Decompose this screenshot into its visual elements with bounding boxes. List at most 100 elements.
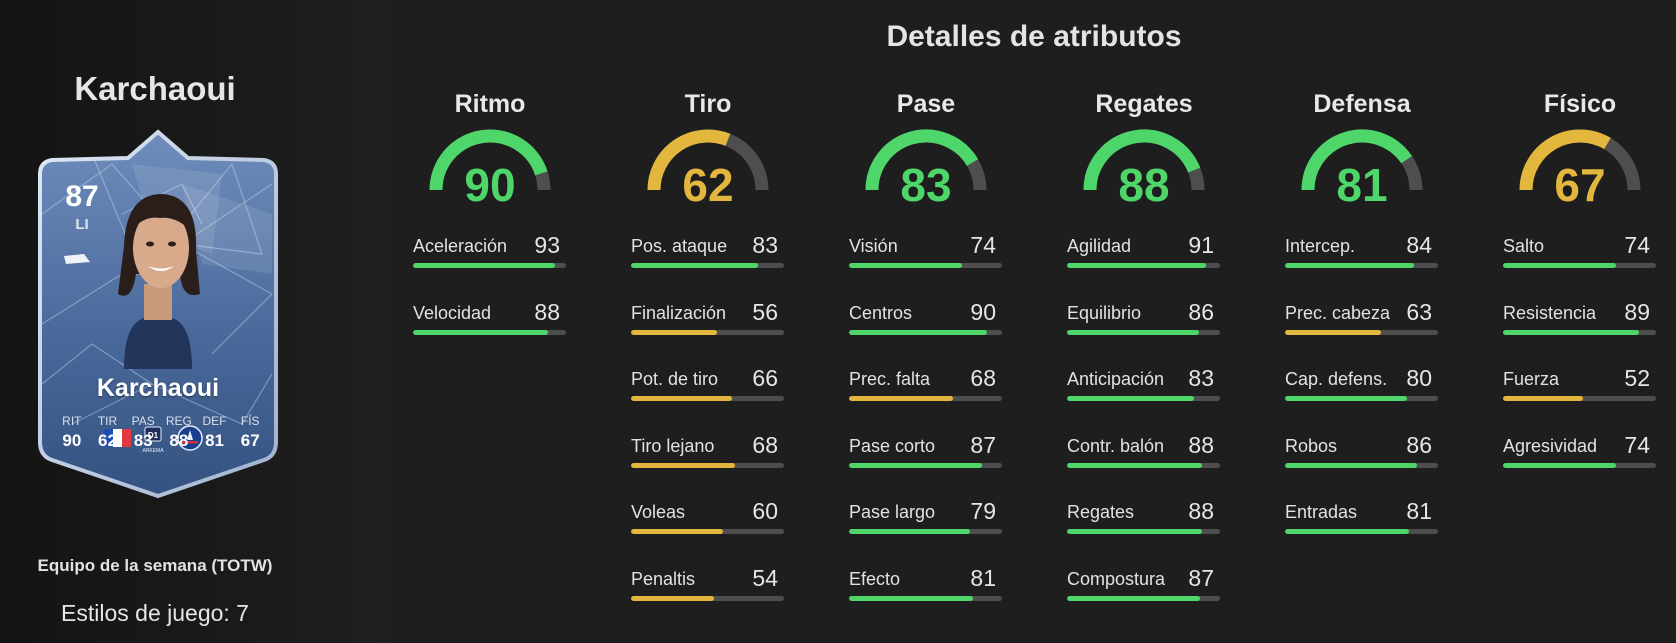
gauge-fill — [429, 129, 548, 191]
stat-row: Visión 74 — [846, 232, 1006, 276]
attributes-title: Detalles de atributos — [886, 20, 1182, 53]
stat-value: 83 — [752, 232, 778, 258]
category-name: Defensa — [1313, 90, 1411, 118]
stat-value: 74 — [970, 232, 996, 258]
card-background: D1 ARKEMA — [38, 129, 278, 499]
stat-bar-track — [631, 263, 784, 268]
stat-value: 84 — [1406, 232, 1432, 258]
playstyles-count[interactable]: Estilos de juego: 7 — [61, 600, 249, 626]
stat-name: Agresividad — [1503, 436, 1598, 456]
stat-bar-fill — [1503, 463, 1617, 468]
stat-bar-track — [413, 330, 566, 335]
player-card[interactable]: D1 ARKEMA 87 LI Karchaoui RIT TIR PAS RE… — [32, 124, 284, 499]
category-value: 62 — [682, 159, 734, 211]
stat-bar-track — [849, 263, 1002, 268]
stat-value: 88 — [1188, 498, 1214, 524]
stat-bar-fill — [631, 263, 758, 268]
attribute-category: Pase 83 Visión 74 Centros 90 Prec. falta 68 Pase… — [846, 0, 1006, 643]
category-gauge — [429, 129, 551, 191]
card-stat-label: PAS — [131, 414, 155, 428]
stat-row: Fuerza 52 — [1500, 365, 1660, 409]
stat-name: Pos. ataque — [631, 236, 728, 256]
category-name: Pase — [896, 90, 956, 118]
card-stat-label: REG — [165, 414, 192, 428]
stat-row: Cap. defens. 80 — [1282, 365, 1442, 409]
stat-name: Anticipación — [1067, 369, 1165, 389]
stat-row: Compostura 87 — [1064, 565, 1224, 609]
stat-row: Regates 88 — [1064, 498, 1224, 542]
stat-value: 81 — [1406, 498, 1432, 524]
category-name: Físico — [1543, 90, 1617, 118]
stat-bar-track — [849, 529, 1002, 534]
stat-row: Resistencia 89 — [1500, 299, 1660, 343]
stat-row: Salto 74 — [1500, 232, 1660, 276]
stat-bar-fill — [1067, 529, 1202, 534]
stat-bar-track — [1503, 263, 1656, 268]
stat-bar-track — [1285, 330, 1438, 335]
stat-bar-fill — [1503, 330, 1640, 335]
stat-bar-track — [1503, 463, 1656, 468]
stat-bar-fill — [631, 396, 732, 401]
stat-name: Regates — [1067, 502, 1135, 522]
stat-bar-fill — [1285, 396, 1408, 401]
stat-name: Cap. defens. — [1285, 369, 1388, 389]
stat-name: Entradas — [1285, 502, 1358, 522]
stat-row: Agresividad 74 — [1500, 432, 1660, 476]
stat-bar-fill — [849, 596, 973, 601]
stat-bar-fill — [849, 330, 987, 335]
stat-row: Pot. de tiro 66 — [628, 365, 788, 409]
stat-bar-fill — [1067, 330, 1199, 335]
stat-bar-track — [413, 263, 566, 268]
stat-row: Intercep. 84 — [1282, 232, 1442, 276]
stat-value: 89 — [1624, 299, 1650, 325]
stat-name: Tiro lejano — [631, 436, 715, 456]
stat-bar-fill — [1503, 396, 1583, 401]
stat-row: Penaltis 54 — [628, 565, 788, 609]
stat-value: 87 — [970, 432, 996, 458]
stat-value: 87 — [1188, 565, 1214, 591]
stat-bar-fill — [631, 330, 717, 335]
stat-bar-fill — [1067, 463, 1202, 468]
category-value: 81 — [1336, 159, 1388, 211]
stat-bar-fill — [631, 529, 723, 534]
stat-bar-track — [849, 396, 1002, 401]
stat-bar-track — [849, 330, 1002, 335]
stat-value: 90 — [970, 299, 996, 325]
stat-bar-track — [849, 463, 1002, 468]
attribute-category: Regates 88 Agilidad 91 Equilibrio 86 Anticipac… — [1064, 0, 1224, 643]
player-panel: Karchaoui — [0, 0, 392, 643]
card-stat-value: 67 — [240, 431, 260, 450]
card-rating: 87 — [65, 180, 99, 213]
stat-bar-track — [1067, 529, 1220, 534]
stat-bar-track — [1285, 463, 1438, 468]
stat-row: Contr. balón 88 — [1064, 432, 1224, 476]
category-name: Ritmo — [454, 90, 526, 118]
stat-bar-fill — [413, 263, 556, 268]
stat-value: 86 — [1406, 432, 1432, 458]
stat-row: Pase corto 87 — [846, 432, 1006, 476]
stat-bar-fill — [413, 330, 548, 335]
stat-bar-fill — [849, 463, 983, 468]
stat-name: Agilidad — [1067, 236, 1132, 256]
stat-name: Voleas — [631, 502, 686, 522]
gauge-fill — [865, 129, 979, 191]
stat-bar-track — [631, 330, 784, 335]
stat-value: 66 — [752, 365, 778, 391]
category-name: Regates — [1095, 90, 1193, 118]
card-stat-value: 88 — [169, 431, 189, 450]
stat-name: Robos — [1285, 436, 1338, 456]
stat-name: Fuerza — [1503, 369, 1560, 389]
stat-value: 83 — [1188, 365, 1214, 391]
stat-row: Prec. falta 68 — [846, 365, 1006, 409]
stat-name: Efecto — [849, 569, 901, 589]
card-stat-values: 90 62 83 88 81 67 — [54, 431, 268, 451]
card-player-name: Karchaoui — [96, 374, 220, 402]
attribute-category: Físico 67 Salto 74 Resistencia 89 Fuerza 52 Agre… — [1500, 0, 1660, 643]
player-photo — [118, 194, 200, 369]
league-badge-icon: D1 ARKEMA — [142, 426, 164, 454]
attribute-category: Defensa 81 Intercep. 84 Prec. cabeza 63 Cap. d… — [1282, 0, 1442, 643]
stat-bar-track — [1285, 263, 1438, 268]
category-name: Tiro — [684, 90, 732, 118]
stat-bar-track — [849, 596, 1002, 601]
stat-value: 52 — [1624, 365, 1650, 391]
